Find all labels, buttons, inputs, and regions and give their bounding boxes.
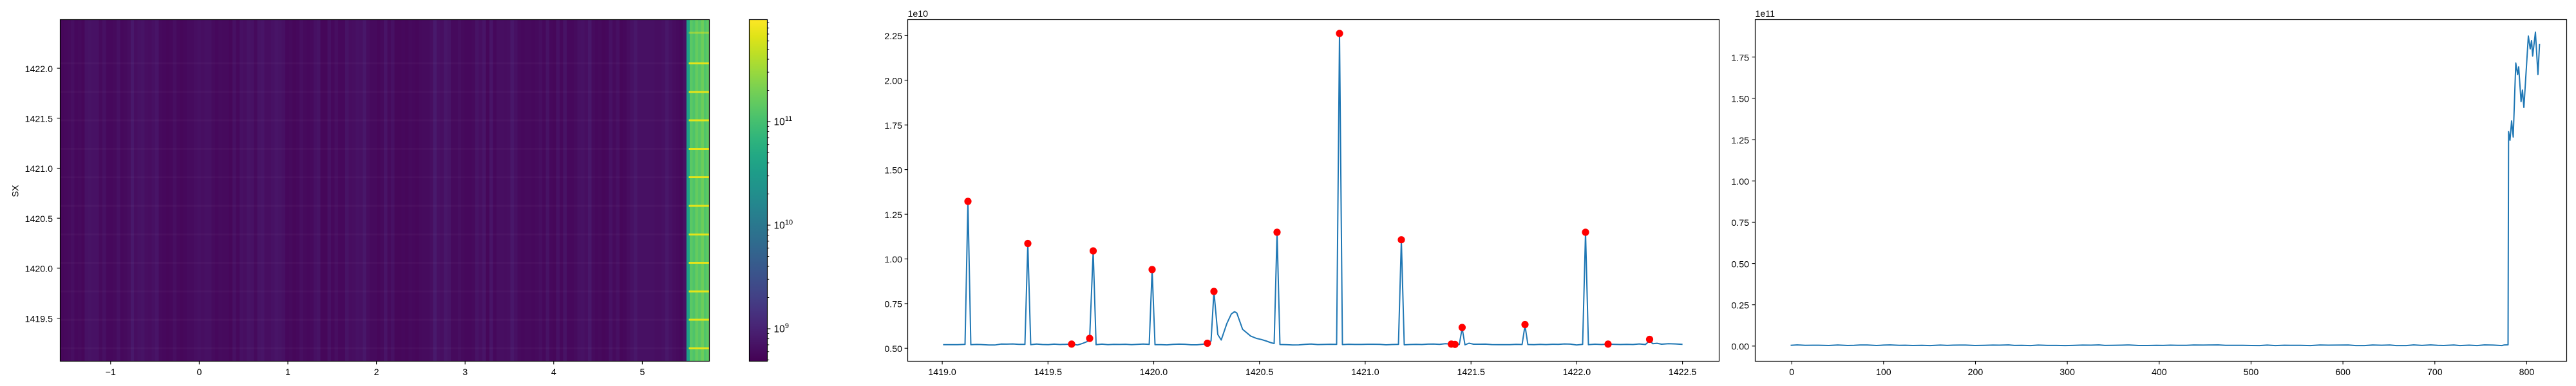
svg-text:1422.5: 1422.5 (1669, 367, 1697, 378)
svg-text:0.00: 0.00 (1731, 342, 1749, 353)
svg-text:400: 400 (2152, 367, 2167, 378)
svg-text:0.75: 0.75 (1731, 218, 1749, 228)
svg-text:1421.5: 1421.5 (25, 115, 53, 125)
svg-text:5: 5 (639, 367, 645, 378)
svg-text:1e10: 1e10 (908, 9, 929, 19)
svg-text:1422.0: 1422.0 (1563, 367, 1591, 378)
svg-text:1.00: 1.00 (884, 255, 902, 265)
svg-text:3: 3 (462, 367, 468, 378)
svg-text:2: 2 (374, 367, 379, 378)
svg-text:1: 1 (285, 367, 290, 378)
svg-text:0.50: 0.50 (884, 344, 902, 354)
svg-text:0.75: 0.75 (884, 300, 902, 310)
svg-text:2.25: 2.25 (884, 32, 902, 42)
svg-text:700: 700 (2427, 367, 2443, 378)
svg-text:200: 200 (1968, 367, 1984, 378)
svg-text:1.50: 1.50 (884, 165, 902, 176)
svg-text:4: 4 (551, 367, 556, 378)
svg-text:0.50: 0.50 (1731, 259, 1749, 270)
svg-text:1421.0: 1421.0 (25, 164, 53, 174)
svg-text:1.00: 1.00 (1731, 177, 1749, 187)
svg-text:1420.5: 1420.5 (25, 214, 53, 225)
svg-text:1421.0: 1421.0 (1351, 367, 1379, 378)
svg-text:800: 800 (2519, 367, 2535, 378)
svg-text:1.25: 1.25 (1731, 136, 1749, 146)
svg-text:1420.5: 1420.5 (1245, 367, 1274, 378)
svg-text:0: 0 (1789, 367, 1794, 378)
svg-text:100: 100 (1876, 367, 1891, 378)
svg-text:−1: −1 (106, 367, 116, 378)
svg-text:1.75: 1.75 (884, 121, 902, 131)
svg-text:1.50: 1.50 (1731, 95, 1749, 105)
svg-text:300: 300 (2060, 367, 2075, 378)
svg-text:1421.5: 1421.5 (1457, 367, 1485, 378)
svg-text:1419.5: 1419.5 (1034, 367, 1063, 378)
svg-text:1422.0: 1422.0 (25, 64, 53, 75)
svg-text:0: 0 (196, 367, 202, 378)
svg-text:1e11: 1e11 (1756, 9, 1776, 19)
svg-text:1.75: 1.75 (1731, 53, 1749, 63)
svg-text:1.25: 1.25 (884, 210, 902, 221)
svg-text:SX: SX (11, 185, 21, 197)
svg-text:1419.5: 1419.5 (25, 314, 53, 324)
svg-text:1420.0: 1420.0 (25, 264, 53, 275)
svg-text:1420.0: 1420.0 (1140, 367, 1168, 378)
svg-text:600: 600 (2335, 367, 2351, 378)
svg-text:2.00: 2.00 (884, 77, 902, 87)
svg-text:500: 500 (2244, 367, 2259, 378)
svg-text:0.25: 0.25 (1731, 300, 1749, 311)
svg-text:1419.0: 1419.0 (928, 367, 956, 378)
